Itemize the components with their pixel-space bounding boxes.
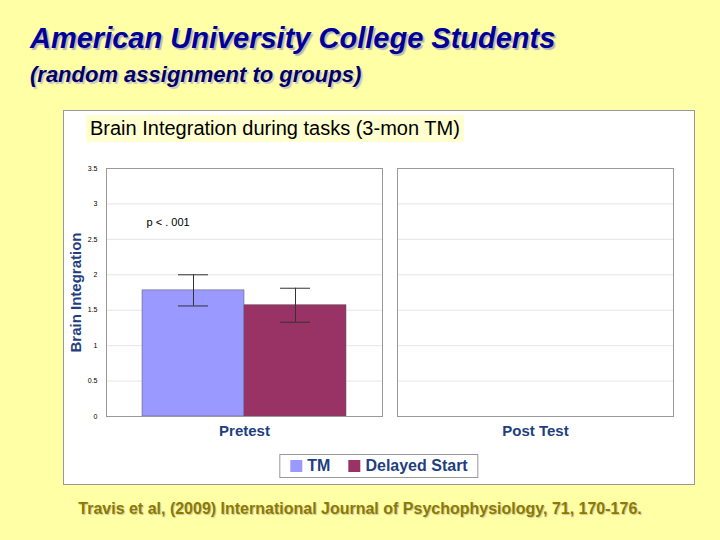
html-text:Travis et al, (2009) Internati: Travis et al, (2009) International Journ… — [78, 500, 642, 517]
svg-text:3: 3 — [94, 200, 98, 207]
html-text:Delayed Start: Delayed Start — [365, 457, 468, 474]
html-text:Brain Integration during tasks: Brain Integration during tasks (3-mon TM… — [90, 117, 460, 139]
svg-text:Pretest: Pretest — [219, 422, 270, 439]
svg-text:2: 2 — [94, 271, 98, 278]
svg-text:0: 0 — [94, 413, 98, 420]
svg-text:0.5: 0.5 — [88, 377, 98, 384]
html-text:American University College St: American University College Students — [30, 22, 556, 54]
svg-text:3.5: 3.5 — [88, 165, 98, 172]
svg-text:Post Test: Post Test — [502, 422, 568, 439]
svg-text:p < . 001: p < . 001 — [147, 216, 190, 228]
svg-text:1.5: 1.5 — [88, 306, 98, 313]
svg-text:Brain Integration: Brain Integration — [67, 232, 84, 352]
svg-text:2.5: 2.5 — [88, 236, 98, 243]
html-text:TM: TM — [307, 457, 331, 474]
html-text:(random assignment to groups): (random assignment to groups) — [30, 62, 362, 87]
svg-text:1: 1 — [94, 342, 98, 349]
